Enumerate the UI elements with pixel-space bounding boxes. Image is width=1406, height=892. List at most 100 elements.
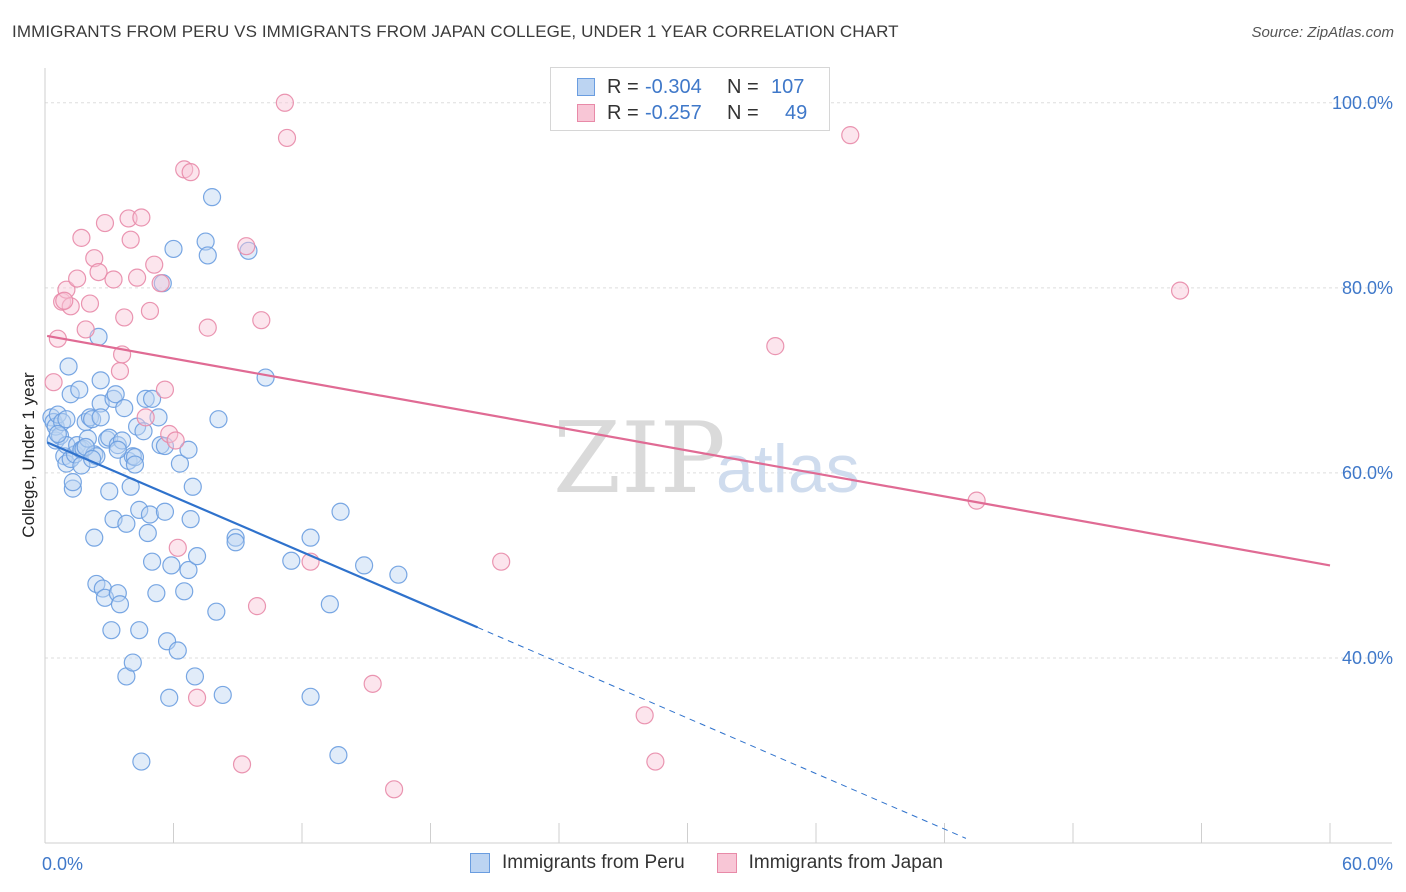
peru-point xyxy=(70,380,89,399)
peru-point xyxy=(175,582,194,601)
peru-point xyxy=(63,473,82,492)
n-value: 107 xyxy=(771,75,805,98)
peru-point xyxy=(181,510,200,529)
japan-point xyxy=(384,780,404,799)
peru-point xyxy=(108,440,127,459)
japan-point xyxy=(110,361,130,381)
japan-point xyxy=(140,301,160,321)
peru-point xyxy=(117,514,136,533)
peru-legend-swatch xyxy=(470,853,490,873)
peru-point xyxy=(147,584,166,603)
peru-point xyxy=(140,505,160,524)
peru-point xyxy=(256,368,275,387)
peru-point xyxy=(160,688,179,707)
y-tick-label: 80.0% xyxy=(1342,278,1393,298)
japan-point xyxy=(95,213,115,233)
japan-point xyxy=(275,93,294,112)
peru-point xyxy=(59,357,78,376)
peru-point xyxy=(226,528,245,547)
japan-point xyxy=(492,552,511,571)
japan-point xyxy=(252,311,271,330)
peru-point xyxy=(130,500,149,519)
peru-point xyxy=(202,188,222,207)
peru-point xyxy=(179,440,198,459)
peru-point xyxy=(168,641,187,660)
japan-point xyxy=(119,209,138,228)
peru-point xyxy=(102,621,121,640)
japan-point xyxy=(85,249,104,268)
r-label: R = xyxy=(607,101,639,124)
series-japan-points xyxy=(44,93,1190,799)
peru-point xyxy=(108,584,127,603)
japan-point xyxy=(76,320,95,339)
japan-point xyxy=(55,291,74,310)
peru-point xyxy=(142,552,162,571)
n-value: 49 xyxy=(785,101,808,124)
japan-point xyxy=(136,408,155,427)
peru-point xyxy=(331,502,350,521)
japan-point xyxy=(1170,281,1190,300)
japan-point xyxy=(80,294,100,313)
y-tick-label: 100.0% xyxy=(1332,93,1393,113)
japan-point xyxy=(181,163,200,182)
peru-point xyxy=(207,602,226,621)
japan-point xyxy=(766,337,785,356)
japan-point xyxy=(72,228,91,247)
japan-point xyxy=(89,262,108,282)
peru-point xyxy=(132,752,151,771)
peru-point xyxy=(170,454,190,473)
peru-point xyxy=(155,502,175,521)
source-label: Source: ZipAtlas.com xyxy=(1251,24,1394,41)
japan-swatch xyxy=(577,104,595,122)
japan-point xyxy=(127,268,147,287)
japan-point xyxy=(166,431,185,450)
n-label: N = xyxy=(727,75,759,98)
x-tick-labels: 0.0% 60.0% xyxy=(42,854,1393,874)
japan-point xyxy=(151,274,170,293)
japan-point xyxy=(57,280,76,299)
legend-item-peru[interactable]: Immigrants from Peru xyxy=(470,852,685,874)
peru-point xyxy=(112,431,132,450)
peru-point xyxy=(198,246,217,265)
peru-point xyxy=(134,422,153,441)
japan-point xyxy=(187,688,207,707)
peru-point xyxy=(226,533,245,552)
peru-point xyxy=(91,408,110,427)
japan-point xyxy=(198,318,217,337)
japan-point xyxy=(44,373,63,392)
peru-point xyxy=(164,239,183,259)
series-peru-points xyxy=(42,188,408,771)
peru-point xyxy=(125,448,145,467)
series-legend: Immigrants from Peru Immigrants from Jap… xyxy=(470,852,975,874)
legend-item-japan[interactable]: Immigrants from Japan xyxy=(716,852,943,874)
r-label: R = xyxy=(607,75,639,98)
peru-point xyxy=(136,389,155,408)
japan-point xyxy=(232,755,252,774)
japan-point xyxy=(277,128,297,148)
peru-point xyxy=(355,556,374,575)
r-value: -0.304 xyxy=(645,75,702,98)
peru-point xyxy=(142,389,162,408)
peru-point xyxy=(91,371,110,390)
legend-row-japan: R = -0.257 N = 49 xyxy=(551,100,807,126)
japan-point xyxy=(247,597,267,616)
peru-point xyxy=(125,455,145,474)
y-tick-label: 40.0% xyxy=(1342,648,1393,668)
watermark-zip: ZIP xyxy=(553,402,726,516)
japan-trend-line xyxy=(46,334,1331,567)
legend-label-peru: Immigrants from Peru xyxy=(502,852,685,873)
peru-trend-extension xyxy=(477,626,967,839)
trend-lines xyxy=(46,334,1331,839)
peru-point xyxy=(301,528,320,547)
japan-point xyxy=(841,126,860,145)
peru-point xyxy=(162,556,181,575)
x-tick-label: 0.0% xyxy=(42,854,83,874)
r-value: -0.257 xyxy=(645,101,702,124)
peru-point xyxy=(213,685,232,705)
gridlines xyxy=(45,102,1392,659)
y-tick-label: 60.0% xyxy=(1342,463,1393,483)
japan-point xyxy=(155,380,175,399)
peru-point xyxy=(57,410,76,429)
peru-point xyxy=(320,595,339,614)
